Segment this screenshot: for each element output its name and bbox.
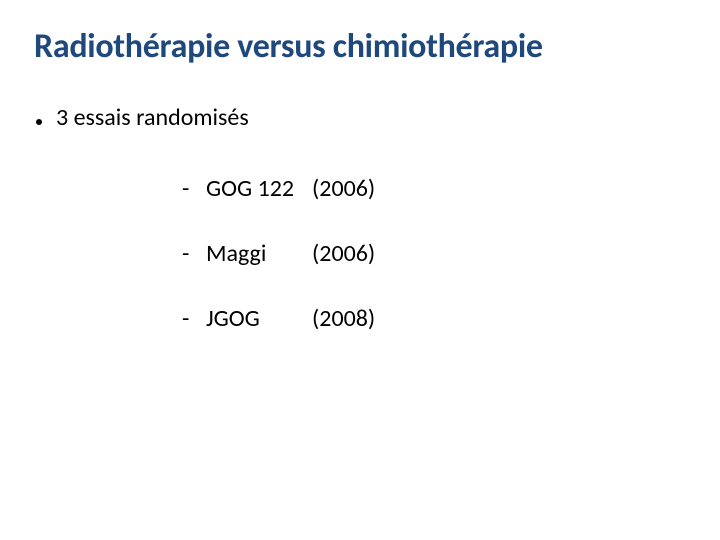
trial-name: Maggi <box>206 239 312 268</box>
trial-name: JGOG <box>206 304 312 333</box>
dash-icon: - <box>182 239 206 268</box>
list-item: - Maggi (2006) <box>182 239 686 268</box>
bullet-text: 3 essais randomisés <box>56 103 249 132</box>
bullet-item: 3 essais randomisés <box>36 103 686 132</box>
trial-list: - GOG 122 (2006) - Maggi (2006) - JGOG (… <box>182 174 686 333</box>
slide-title: Radiothérapie versus chimiothérapie <box>34 28 686 65</box>
dash-icon: - <box>182 174 206 203</box>
list-item: - GOG 122 (2006) <box>182 174 686 203</box>
slide: Radiothérapie versus chimiothérapie 3 es… <box>0 0 720 540</box>
bullet-icon <box>36 119 42 125</box>
trial-year: (2006) <box>312 174 375 203</box>
trial-year: (2008) <box>312 304 375 333</box>
trial-name: GOG 122 <box>206 174 312 203</box>
dash-icon: - <box>182 304 206 333</box>
trial-year: (2006) <box>312 239 375 268</box>
list-item: - JGOG (2008) <box>182 304 686 333</box>
